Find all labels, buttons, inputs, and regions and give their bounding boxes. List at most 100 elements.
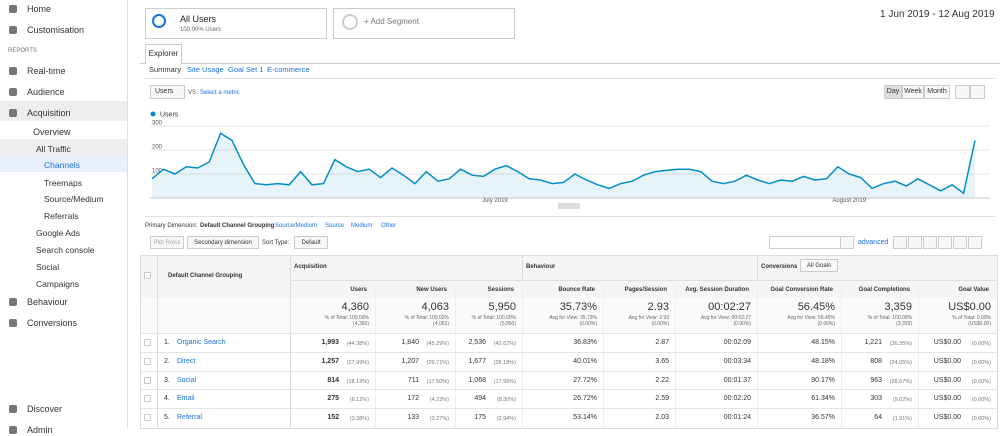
cell-value: 00:02:20 xyxy=(723,395,751,403)
nav-item[interactable]: Customisation xyxy=(27,25,85,35)
view-button[interactable] xyxy=(968,236,982,249)
secondary-dimension[interactable]: Secondary dimension xyxy=(187,236,259,249)
view-button[interactable] xyxy=(893,236,907,249)
checkbox[interactable] xyxy=(144,357,151,365)
nav-item[interactable]: Behaviour xyxy=(27,297,68,307)
dimension-header: Default Channel Grouping xyxy=(168,273,243,279)
row-name[interactable]: Social xyxy=(177,376,197,384)
legend-dot xyxy=(150,111,156,117)
nav-item[interactable]: Source/Medium xyxy=(44,194,104,204)
nav-item[interactable]: All Traffic xyxy=(36,144,71,154)
cell-value: 1,207 xyxy=(401,357,419,365)
select-metric[interactable]: Select a metric xyxy=(200,90,240,96)
goal-select[interactable]: All Goals xyxy=(800,259,838,272)
column-header[interactable]: Bounce Rate xyxy=(558,287,595,293)
chart-type-button[interactable] xyxy=(970,85,985,99)
nav-item[interactable]: Admin xyxy=(27,425,53,435)
nav-item[interactable]: Search console xyxy=(36,245,95,255)
advanced-link[interactable]: advanced xyxy=(858,239,889,246)
period-button[interactable]: Day xyxy=(884,85,902,99)
checkbox[interactable] xyxy=(144,395,151,403)
cell-value: 00:02:09 xyxy=(723,339,751,346)
nav-item[interactable]: Campaigns xyxy=(36,279,79,289)
total-note: (4,360) xyxy=(353,321,369,327)
nav-selected xyxy=(0,155,127,172)
view-button[interactable] xyxy=(908,236,922,249)
nav-item[interactable]: Referrals xyxy=(44,211,79,221)
column-header[interactable]: Goal Value xyxy=(958,287,989,293)
total-note: % of Total: 100.00% xyxy=(324,315,369,321)
checkbox[interactable] xyxy=(144,339,151,346)
date-range[interactable]: 1 Jun 2019 - 12 Aug 2019 xyxy=(880,9,995,20)
subtab[interactable]: Summary xyxy=(149,65,182,74)
column-header[interactable]: Users xyxy=(350,287,367,293)
nav-item[interactable]: Channels xyxy=(44,160,80,170)
segment-title[interactable]: + Add Segment xyxy=(364,17,419,26)
view-button[interactable] xyxy=(938,236,952,249)
row-rank: 1. xyxy=(164,339,170,346)
nav-icon xyxy=(9,405,17,413)
column-header[interactable]: Sessions xyxy=(487,287,514,293)
segment-card[interactable] xyxy=(145,8,327,39)
dim-line xyxy=(157,256,158,429)
row-name[interactable]: Email xyxy=(177,395,195,403)
cell-value: 48.18% xyxy=(811,357,835,365)
nav-item[interactable]: Home xyxy=(27,4,52,14)
nav-icon xyxy=(9,319,17,327)
view-button[interactable] xyxy=(953,236,967,249)
cell-pct: (36.35%) xyxy=(889,341,912,347)
dimension-option[interactable]: Other xyxy=(381,223,397,229)
row-name[interactable]: Referral xyxy=(177,414,202,422)
cell-value: 133 xyxy=(407,414,419,422)
chart-type-button[interactable] xyxy=(955,85,970,99)
total-note: % of Total: 0.00% xyxy=(952,315,991,321)
column-header[interactable]: Goal Conversion Rate xyxy=(770,287,833,293)
period-button[interactable]: Month xyxy=(924,85,950,99)
metric-select[interactable]: Users xyxy=(150,85,185,99)
checkbox[interactable] xyxy=(144,414,151,422)
subtab[interactable]: Site Usage xyxy=(187,65,224,74)
column-header[interactable]: New Users xyxy=(416,287,447,293)
cell-pct: (44.38%) xyxy=(346,341,369,347)
nav-item[interactable]: Acquisition xyxy=(27,108,71,118)
cell-value: 814 xyxy=(327,376,339,384)
dimension-option[interactable]: Medium xyxy=(351,223,373,229)
checkbox[interactable] xyxy=(144,376,151,384)
search-box[interactable] xyxy=(769,236,841,249)
nav-item[interactable]: Real-time xyxy=(27,66,66,76)
cell-pct: (18.13%) xyxy=(346,378,369,385)
col-line xyxy=(675,280,676,429)
tab[interactable]: Explorer xyxy=(145,44,182,64)
add-segment-card[interactable] xyxy=(333,8,515,39)
period-button[interactable]: Week xyxy=(902,85,924,99)
nav-item[interactable]: Conversions xyxy=(27,318,78,328)
nav-item[interactable]: Treemaps xyxy=(44,178,82,188)
view-button[interactable] xyxy=(923,236,937,249)
dimension-label: Primary Dimension: xyxy=(145,223,198,229)
row-name[interactable]: Organic Search xyxy=(177,339,226,346)
sort-select[interactable]: Default xyxy=(294,236,328,249)
checkbox[interactable] xyxy=(144,272,151,279)
total-value: 4,063 xyxy=(421,301,449,313)
cell-value: 36.57% xyxy=(811,414,835,422)
search-button[interactable] xyxy=(840,236,854,249)
table-header-bg xyxy=(141,256,997,298)
total-note: (0.00%) xyxy=(733,321,751,327)
column-header[interactable]: Avg. Session Duration xyxy=(685,287,749,293)
total-note: (US$0.00) xyxy=(968,321,991,327)
row-name[interactable]: Direct xyxy=(177,357,196,365)
nav-item[interactable]: Overview xyxy=(33,127,71,137)
nav-icon xyxy=(9,67,17,75)
nav-item[interactable]: Social xyxy=(36,262,60,272)
col-line xyxy=(375,280,376,429)
dimension-option[interactable]: Source xyxy=(325,223,345,229)
dimension-option[interactable]: Source/Medium xyxy=(275,223,318,229)
column-header[interactable]: Goal Completions xyxy=(858,287,910,293)
nav-item[interactable]: Discover xyxy=(27,404,63,414)
subtab[interactable]: E-commerce xyxy=(267,65,310,74)
nav-item[interactable]: Audience xyxy=(27,87,65,97)
column-header[interactable]: Pages/Session xyxy=(624,287,667,293)
subtab[interactable]: Goal Set 1 xyxy=(228,65,264,74)
plot-rows[interactable]: Plot Rows xyxy=(150,236,184,249)
nav-item[interactable]: Google Ads xyxy=(36,228,80,238)
